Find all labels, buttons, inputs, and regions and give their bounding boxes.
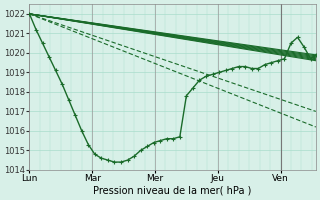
X-axis label: Pression niveau de la mer( hPa ): Pression niveau de la mer( hPa ) [93, 186, 252, 196]
